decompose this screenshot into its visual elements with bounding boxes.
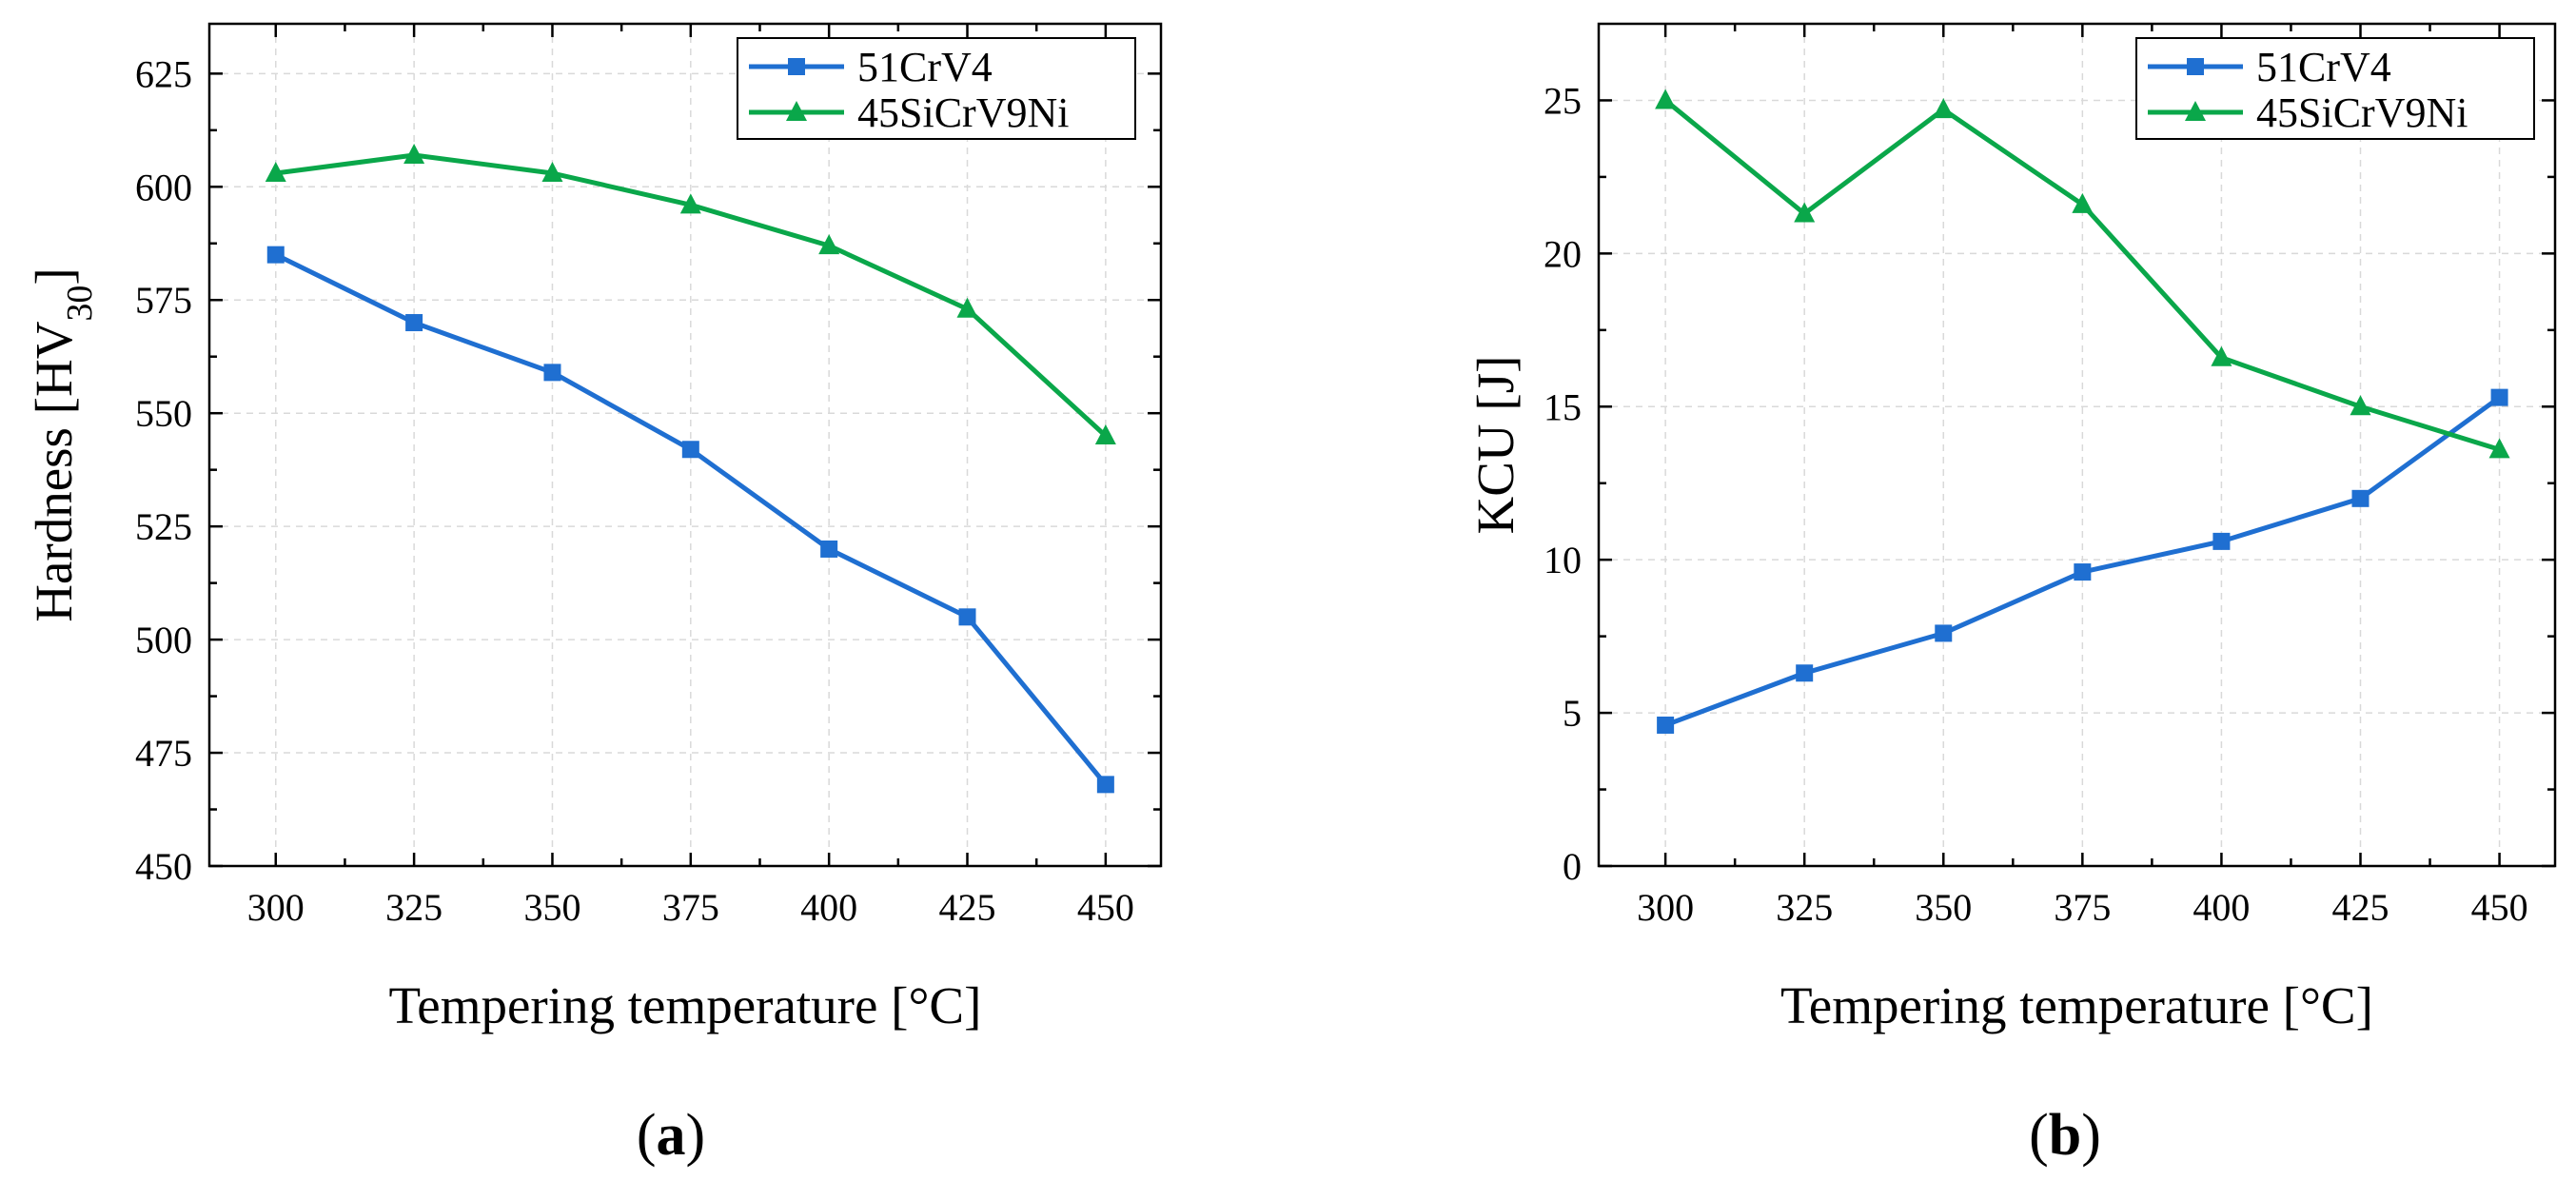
data-point-45SiCrV9Ni (956, 297, 978, 318)
x-axis-title: Tempering temperature [°C] (1780, 976, 2373, 1034)
panel-label-open: ( (2029, 1103, 2049, 1168)
y-tick-label: 475 (135, 732, 192, 775)
data-point-51CrV4 (2212, 532, 2231, 550)
x-tick-label: 400 (2193, 886, 2250, 929)
legend-label: 45SiCrV9Ni (2256, 89, 2468, 136)
y-tick-label: 500 (135, 619, 192, 661)
y-axis-title-close: ] (25, 267, 83, 285)
data-point-51CrV4 (2351, 489, 2370, 507)
panel-label: (b) (2029, 1103, 2101, 1168)
panel-a: 300 325 350 375 400 425 450 450 475 500 525 550 575 6… (25, 22, 1163, 1168)
y-axis-title: Hardness [HV30] (25, 267, 100, 622)
x-tick-label: 300 (1637, 886, 1694, 929)
data-point-51CrV4 (1796, 664, 1814, 682)
legend-label: 51CrV4 (857, 44, 993, 90)
y-tick-label: 25 (1544, 79, 1582, 122)
data-point-45SiCrV9Ni (265, 162, 286, 183)
data-point-45SiCrV9Ni (679, 193, 701, 214)
data-point-51CrV4 (1935, 624, 1953, 642)
legend-box (737, 37, 1136, 140)
series-45SiCrV9Ni (1655, 89, 2510, 459)
x-tick-label: 450 (2471, 886, 2528, 929)
data-point-45SiCrV9Ni (2350, 395, 2371, 416)
y-tick-label: 450 (135, 845, 192, 888)
data-point-45SiCrV9Ni (2488, 438, 2510, 459)
y-tick-label: 625 (135, 52, 192, 95)
series-51CrV4 (266, 246, 1114, 794)
data-point-45SiCrV9Ni (2072, 192, 2094, 213)
panel-b: 300 325 350 375 400 425 450 0 5 10 15 20 25 Tempering… (1466, 22, 2557, 1168)
y-axis-title-subscript: 30 (60, 285, 100, 322)
plot-frame (1597, 22, 2557, 868)
y-tick-label: 5 (1563, 692, 1582, 735)
data-point-51CrV4 (405, 314, 423, 332)
x-tick-label: 375 (2054, 886, 2111, 929)
series-51CrV4 (1657, 388, 2508, 734)
panel-label-letter: b (2049, 1103, 2081, 1168)
data-point-51CrV4 (681, 441, 699, 459)
legend-label: 45SiCrV9Ni (857, 89, 1069, 136)
x-tick-label: 375 (662, 886, 719, 929)
legend-marker (786, 101, 807, 121)
x-axis-title: Tempering temperature [°C] (389, 976, 982, 1034)
y-axis-title: KCU [J] (1466, 356, 1524, 535)
data-point-45SiCrV9Ni (1794, 202, 1816, 223)
series-45SiCrV9Ni (265, 143, 1116, 444)
y-axis-title-main: Hardness [HV (25, 321, 83, 621)
legend-marker (2187, 58, 2204, 75)
y-tick-label: 525 (135, 505, 192, 548)
data-point-45SiCrV9Ni (1933, 98, 1955, 119)
x-tick-label: 325 (1776, 886, 1833, 929)
data-point-51CrV4 (820, 540, 838, 558)
panel-label-open: ( (637, 1103, 657, 1168)
data-point-45SiCrV9Ni (1655, 89, 1677, 109)
legend-marker (2185, 101, 2206, 121)
y-tick-label: 15 (1544, 385, 1582, 428)
x-tick-label: 425 (939, 886, 996, 929)
data-point-51CrV4 (958, 608, 976, 626)
panel-label: (a) (637, 1103, 705, 1168)
legend-marker (788, 58, 805, 75)
panel-label-close: ) (686, 1103, 706, 1168)
panel-label-letter: a (657, 1103, 686, 1168)
data-point-51CrV4 (2074, 563, 2092, 581)
y-tick-label: 550 (135, 392, 192, 435)
x-tick-label: 325 (385, 886, 442, 929)
x-tick-label: 350 (523, 886, 580, 929)
panel-label-close: ) (2081, 1103, 2101, 1168)
x-tick-label: 450 (1077, 886, 1134, 929)
x-tick-label: 425 (2331, 886, 2389, 929)
y-tick-label: 0 (1563, 845, 1582, 888)
data-point-45SiCrV9Ni (541, 162, 563, 183)
data-point-45SiCrV9Ni (1094, 423, 1116, 444)
plot-frame (207, 22, 1163, 868)
x-tick-label: 400 (800, 886, 857, 929)
y-axis-title-main: KCU [J] (1466, 356, 1524, 535)
data-point-51CrV4 (2490, 388, 2508, 406)
data-point-51CrV4 (1657, 716, 1675, 734)
x-tick-label: 300 (247, 886, 305, 929)
data-point-51CrV4 (266, 246, 285, 264)
data-point-51CrV4 (1096, 776, 1114, 794)
data-point-45SiCrV9Ni (2211, 345, 2232, 366)
data-point-45SiCrV9Ni (818, 234, 840, 255)
y-tick-label: 10 (1544, 539, 1582, 581)
y-tick-label: 575 (135, 279, 192, 322)
legend-label: 51CrV4 (2256, 44, 2391, 90)
y-tick-label: 20 (1544, 232, 1582, 275)
y-tick-label: 600 (135, 166, 192, 208)
legend-box (2135, 37, 2535, 140)
data-point-51CrV4 (543, 364, 561, 382)
x-tick-label: 350 (1915, 886, 1972, 929)
data-point-45SiCrV9Ni (403, 143, 425, 164)
